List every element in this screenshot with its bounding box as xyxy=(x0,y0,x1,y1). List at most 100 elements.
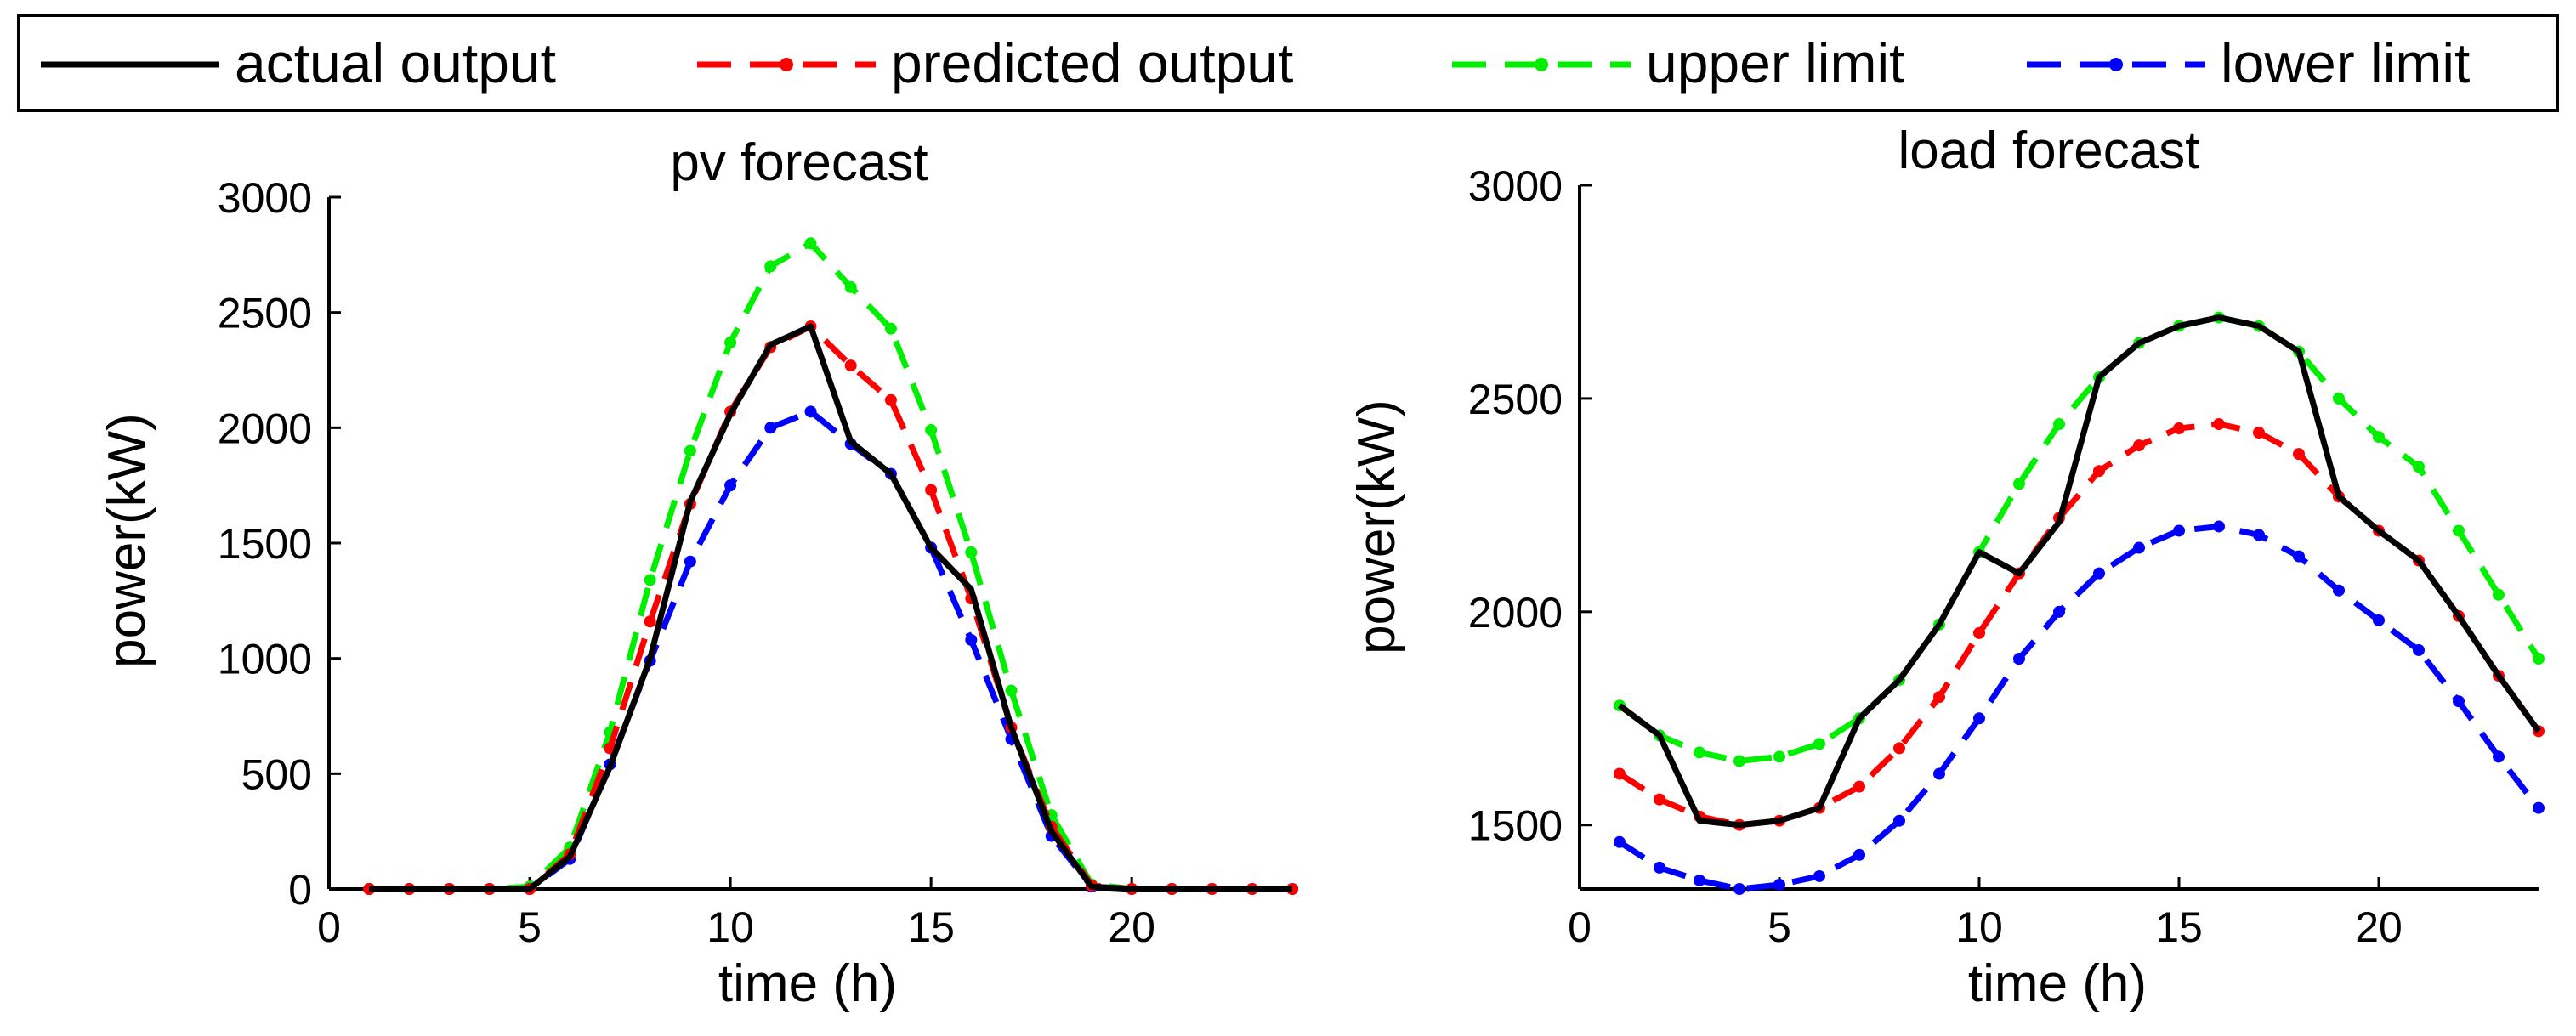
load-point-upper-limit xyxy=(2373,431,2385,444)
load-point-upper-limit xyxy=(1813,738,1825,750)
load-point-upper-limit xyxy=(2453,524,2465,537)
legend-entry-actual: actual output xyxy=(41,31,556,94)
pv-point-upper-limit xyxy=(925,424,938,437)
load-chart-title: load forecast xyxy=(1898,122,2200,180)
load-point-lower-limit xyxy=(1773,878,1785,891)
pv-point-lower-limit xyxy=(804,405,817,418)
pv-x-axis-label: time (h) xyxy=(718,954,897,1013)
load-point-predicted-output xyxy=(2293,448,2305,461)
pv-point-predicted-output xyxy=(644,615,656,628)
load-point-predicted-output xyxy=(2213,418,2225,431)
load-point-upper-limit xyxy=(1773,750,1785,763)
pv-series-upper-limit xyxy=(369,240,1292,892)
pv-point-predicted-output xyxy=(925,484,938,496)
load-point-predicted-output xyxy=(1933,691,1945,704)
legend-entry-predicted: predicted output xyxy=(697,31,1293,94)
load-point-upper-limit xyxy=(2533,653,2545,665)
load-y-tick-label: 2000 xyxy=(1468,589,1563,637)
pv-point-lower-limit xyxy=(724,479,737,492)
pv-point-upper-limit xyxy=(684,444,696,457)
load-y-tick-label: 3000 xyxy=(1468,162,1563,210)
load-point-predicted-output xyxy=(1973,626,1985,639)
pv-x-tick-label: 0 xyxy=(317,903,341,951)
load-point-predicted-output xyxy=(1893,742,1905,755)
legend-marker-predicted xyxy=(780,58,793,71)
legend-label-lower: lower limit xyxy=(2221,31,2470,94)
load-x-tick-label: 5 xyxy=(1767,903,1791,951)
load-point-lower-limit xyxy=(2013,653,2025,665)
pv-y-tick-label: 3000 xyxy=(218,174,312,222)
load-point-lower-limit xyxy=(2453,695,2465,708)
load-point-lower-limit xyxy=(2533,801,2545,814)
load-point-lower-limit xyxy=(1694,874,1705,886)
load-point-predicted-output xyxy=(2173,422,2185,435)
load-x-tick-label: 10 xyxy=(1955,903,2003,951)
legend-label-upper: upper limit xyxy=(1646,31,1904,94)
legend-label-predicted: predicted output xyxy=(891,31,1293,94)
load-forecast-chart: load forecast time (h) power(kW) 1500200… xyxy=(1348,122,2545,1013)
pv-y-tick-label: 500 xyxy=(241,750,312,798)
pv-y-tick-label: 2000 xyxy=(218,405,312,452)
pv-point-upper-limit xyxy=(644,574,656,586)
legend-entry-lower: lower limit xyxy=(2027,31,2470,94)
pv-point-upper-limit xyxy=(724,336,737,348)
load-x-tick-label: 0 xyxy=(1568,903,1592,951)
pv-point-upper-limit xyxy=(965,546,978,558)
load-plot-area: 1500 2000 2500 3000 0 5 10 15 20 xyxy=(1468,162,2545,951)
pv-y-tick-label: 1000 xyxy=(218,636,312,683)
pv-plot-area: 0 500 1000 1500 2000 2500 3000 0 5 10 15 20 xyxy=(218,174,1298,951)
load-y-axis-label: power(kW) xyxy=(1348,399,1406,654)
load-series-upper-limit xyxy=(1617,314,2541,764)
load-point-lower-limit xyxy=(2413,643,2425,656)
legend: actual output predicted output upper lim… xyxy=(17,14,2559,112)
load-x-tick-label: 15 xyxy=(2155,903,2203,951)
load-point-upper-limit xyxy=(2013,478,2025,490)
pv-point-predicted-output xyxy=(844,359,857,372)
load-point-lower-limit xyxy=(1973,712,1985,725)
pv-point-lower-limit xyxy=(965,633,978,646)
load-series-lower-limit xyxy=(1618,524,2541,892)
load-point-lower-limit xyxy=(2093,567,2105,580)
pv-y-tick-label: 2500 xyxy=(218,290,312,337)
load-point-upper-limit xyxy=(1733,755,1745,767)
load-point-lower-limit xyxy=(2253,529,2265,541)
pv-y-tick-label: 1500 xyxy=(218,520,312,568)
load-point-lower-limit xyxy=(1893,814,1905,827)
load-point-upper-limit xyxy=(2493,588,2505,601)
pv-point-upper-limit xyxy=(884,322,897,335)
pv-y-tick-label: 0 xyxy=(288,866,312,914)
load-point-lower-limit xyxy=(2173,524,2185,537)
legend-marker-lower xyxy=(2109,58,2123,71)
pv-x-tick-label: 15 xyxy=(907,903,955,951)
load-point-lower-limit xyxy=(1654,861,1665,874)
load-point-lower-limit xyxy=(2133,541,2145,554)
load-point-predicted-output xyxy=(1654,793,1665,806)
pv-x-tick-label: 20 xyxy=(1108,903,1155,951)
load-point-predicted-output xyxy=(2133,439,2145,452)
load-point-lower-limit xyxy=(1933,767,1945,780)
load-series-predicted-output xyxy=(1618,421,2541,829)
pv-chart-title: pv forecast xyxy=(670,133,928,192)
pv-y-axis-label: power(kW) xyxy=(98,413,156,668)
pv-forecast-chart: pv forecast time (h) power(kW) 0 500 1000 1… xyxy=(98,133,1298,1013)
load-point-lower-limit xyxy=(1813,869,1825,882)
legend-marker-upper xyxy=(1535,58,1548,71)
load-x-tick-label: 20 xyxy=(2355,903,2403,951)
load-point-upper-limit xyxy=(2053,418,2065,431)
load-y-tick-label: 1500 xyxy=(1468,802,1563,850)
load-point-lower-limit xyxy=(2293,550,2305,563)
load-point-lower-limit xyxy=(2333,584,2345,597)
load-point-predicted-output xyxy=(1614,767,1626,780)
load-point-lower-limit xyxy=(1853,848,1865,861)
load-series-actual-output xyxy=(1617,314,2541,829)
load-point-lower-limit xyxy=(2373,614,2385,626)
load-point-lower-limit xyxy=(2493,750,2505,763)
legend-entry-upper: upper limit xyxy=(1452,31,1904,94)
load-point-lower-limit xyxy=(1733,883,1745,895)
load-point-predicted-output xyxy=(2093,465,2105,478)
load-point-lower-limit xyxy=(1614,835,1626,848)
load-point-lower-limit xyxy=(2213,520,2225,533)
load-point-upper-limit xyxy=(2413,461,2425,473)
load-point-upper-limit xyxy=(2333,392,2345,405)
